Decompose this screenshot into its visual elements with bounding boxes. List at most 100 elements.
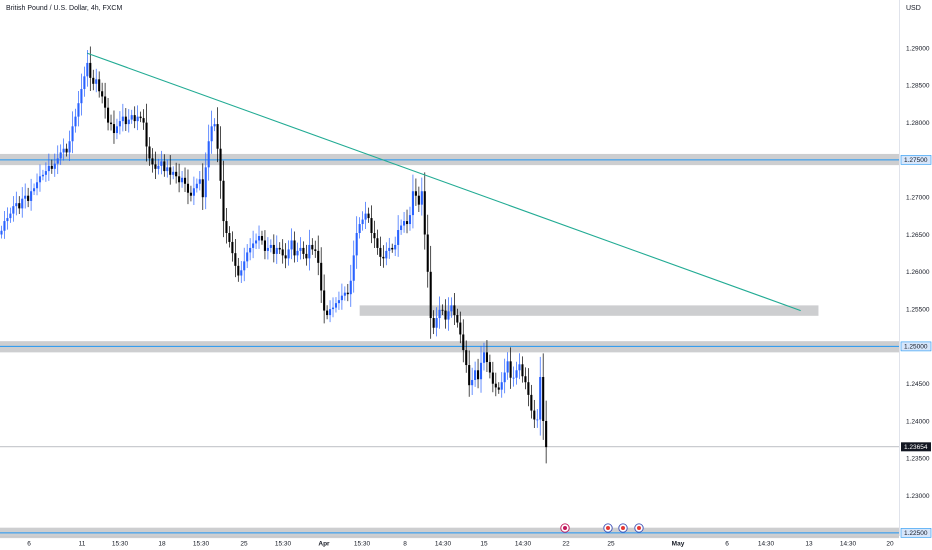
candle-body [109, 122, 113, 125]
candle [219, 126, 222, 199]
currency-label[interactable]: USD [906, 5, 921, 12]
candle-body [18, 203, 21, 209]
candle [414, 178, 417, 206]
candle [65, 143, 68, 157]
candle-body [539, 376, 542, 420]
candle [142, 109, 145, 130]
candle [349, 264, 352, 307]
event-dot [621, 526, 625, 530]
candle [3, 210, 6, 239]
candle [12, 196, 15, 222]
level-price-tag[interactable] [900, 155, 932, 165]
candle [453, 293, 456, 325]
candle-body [545, 421, 548, 448]
candle [429, 245, 432, 339]
candle [192, 176, 195, 205]
level-price-tag[interactable] [900, 528, 932, 538]
candle [385, 242, 388, 266]
candle-body [438, 309, 441, 319]
candle [447, 297, 450, 331]
time-tick-label: May [672, 541, 685, 548]
candle [462, 319, 465, 363]
candle [296, 242, 299, 263]
candle-body [35, 182, 39, 189]
event-dot [637, 526, 641, 530]
candle [394, 236, 397, 257]
candle-body [518, 364, 521, 371]
candle [500, 372, 503, 398]
candle [124, 108, 127, 131]
candle-body [142, 118, 145, 123]
candle-body [284, 255, 287, 259]
candle [136, 105, 139, 131]
candle-body [468, 365, 471, 386]
trendline-layer[interactable] [87, 52, 801, 312]
candle [255, 233, 258, 250]
candle [30, 178, 33, 211]
demand-zone[interactable] [359, 305, 819, 316]
candle [24, 183, 27, 209]
candle-body [12, 206, 15, 214]
candle-body [394, 244, 397, 250]
candle-body [0, 230, 3, 235]
candle [441, 304, 444, 315]
last-price-tag[interactable] [901, 442, 931, 452]
candle [204, 152, 207, 210]
candle-body [92, 77, 95, 84]
candle [172, 166, 175, 180]
event-dot [563, 526, 567, 530]
candle [178, 163, 181, 193]
price-tick-label: 1.28000 [906, 120, 930, 127]
candle-body [228, 233, 231, 242]
level-price-tag-label: 1.25000 [904, 344, 928, 351]
level-price-tag[interactable] [900, 341, 932, 352]
candle [482, 342, 486, 371]
candle-body [527, 382, 530, 395]
candle-body [414, 191, 417, 196]
candle [527, 368, 530, 407]
candle [145, 103, 148, 162]
candle-body [429, 271, 432, 319]
level-price-tag-label: 1.27500 [904, 157, 928, 164]
candle-body [213, 124, 216, 127]
candle-body [237, 265, 240, 276]
trendline[interactable] [87, 52, 801, 312]
time-tick-label: 25 [607, 541, 615, 548]
candle-body [118, 121, 121, 127]
price-axis[interactable]: 1.29000 1.28500 1.28000 1.27500 1.27000 1.265… [900, 45, 932, 538]
candle [293, 231, 296, 263]
candle-body [68, 141, 71, 153]
candle-body [349, 280, 352, 295]
candle [305, 244, 308, 266]
candle-body [263, 240, 266, 251]
candle [269, 239, 272, 253]
candle-body [388, 247, 391, 251]
candle [121, 103, 124, 132]
price-tick-label: 1.26000 [906, 269, 930, 276]
candle [77, 91, 80, 127]
us-flag-event-icon[interactable] [603, 523, 613, 533]
candle [314, 240, 317, 258]
candle [456, 308, 459, 328]
economic-events[interactable] [560, 523, 644, 533]
us-flag-event-icon[interactable] [618, 523, 628, 533]
earnings-event-icon[interactable] [560, 523, 570, 533]
candle [9, 207, 12, 223]
candle [169, 155, 172, 185]
candle-body [6, 218, 9, 222]
demand-zone-layer [0, 305, 899, 448]
candle-body [376, 238, 379, 248]
candle-body [311, 244, 314, 250]
candle-body [47, 165, 50, 172]
candle-body [530, 394, 533, 411]
candle [506, 352, 509, 380]
time-axis[interactable]: 6 11 15:30 18 15:30 25 15:30 Apr 15:30 8 14:30 15 14… [27, 541, 894, 548]
us-flag-event-icon[interactable] [634, 523, 644, 533]
candle-body [305, 253, 308, 259]
candle [361, 211, 364, 231]
candle-body [101, 91, 104, 97]
candle-body [86, 62, 89, 77]
candle [497, 382, 500, 394]
candle-body [252, 243, 255, 248]
